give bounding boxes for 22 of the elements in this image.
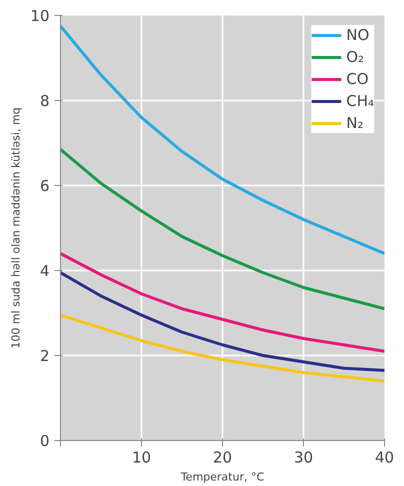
y-tick-label: 4 [40, 262, 50, 280]
x-tick-label: 40 [374, 448, 394, 466]
x-tick-label: 10 [132, 448, 152, 466]
legend-label: N₂ [346, 114, 364, 132]
y-tick-label: 6 [40, 177, 50, 195]
x-axis-title: Temperatur, °C [180, 470, 264, 484]
y-tick-label: 2 [40, 347, 50, 365]
line-series [60, 148, 384, 310]
line-series [60, 24, 384, 255]
y-axis-title: 100 ml suda həll olan maddənin kütləsi, mq [9, 107, 22, 349]
line-series [60, 252, 384, 353]
y-tick-label: 10 [30, 7, 50, 25]
legend-label: NO [346, 26, 370, 44]
legend-label: CO [346, 70, 368, 88]
y-tick-label: 0 [40, 432, 50, 450]
y-tick-label: 8 [40, 92, 50, 110]
legend-label: O₂ [346, 48, 366, 66]
line-series [60, 314, 384, 382]
x-tick-label: 20 [212, 448, 232, 466]
x-tick-label: 30 [294, 448, 314, 466]
legend-label: CH₄ [346, 92, 374, 110]
line-series [60, 271, 384, 372]
